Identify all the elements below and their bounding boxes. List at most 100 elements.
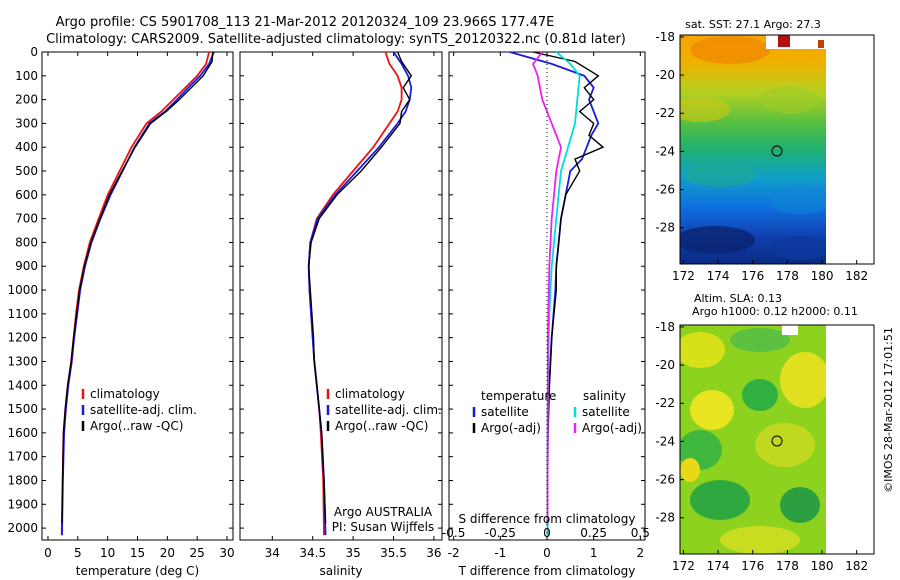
title-line-2: Climatology: CARS2009. Satellite-adjuste… (46, 32, 626, 47)
temperature-series-argo (61, 51, 214, 524)
salinity-xlabel: salinity (319, 564, 362, 578)
temperature-ytick-label: 400 (15, 140, 38, 154)
temperature-xlabel: temperature (deg C) (76, 564, 199, 578)
sst-map-xtick-label: 176 (741, 269, 764, 283)
sla-map-xtick-label: 182 (845, 559, 868, 573)
sla-map-ytick-label: -18 (655, 320, 675, 334)
sst-map-field (680, 35, 826, 264)
difference-series-sal_argo (531, 51, 562, 524)
temperature-ytick-label: 300 (15, 116, 38, 130)
diff-stick-label: 0.25 (580, 526, 607, 540)
temperature-xtick-label: 25 (190, 546, 205, 560)
sal-legend-label: Argo(..raw -QC) (335, 419, 428, 433)
temperature-ytick-label: 1800 (7, 473, 38, 487)
diff-legend-header-temp: temperature (481, 389, 556, 403)
salinity-series-satellite (307, 51, 413, 536)
sst-map-xtick-label: 172 (672, 269, 695, 283)
temperature-ytick-label: 700 (15, 212, 38, 226)
temperature-ytick-label: 1600 (7, 426, 38, 440)
temperature-xtick-label: 5 (74, 546, 82, 560)
difference-series-argo (532, 51, 605, 524)
diff-stick-label: 0 (543, 526, 551, 540)
difference-xtick-label: -1 (494, 546, 506, 560)
temperature-ytick-label: 1500 (7, 402, 38, 416)
temperature-ytick-label: 100 (15, 69, 38, 83)
diff-legend-label: Argo(-adj) (582, 421, 642, 435)
sla-map-title-2: Argo h1000: 0.12 h2000: 0.11 (692, 305, 858, 318)
temperature-ytick-label: 1700 (7, 450, 38, 464)
sla-map-panel: Altim. SLA: 0.13 Argo h1000: 0.12 h2000:… (655, 292, 875, 573)
side-stamp: ©IMOS 28-Mar-2012 17:01:51 (882, 327, 895, 493)
temperature-xtick-label: 10 (100, 546, 115, 560)
sst-map-title: sat. SST: 27.1 Argo: 27.3 (685, 18, 821, 31)
sal-annotation-2: PI: Susan Wijffels (332, 520, 434, 534)
temperature-panel: 0 5 10 15 20 25 30 temperature (deg C) 0 100 200 30… (7, 45, 234, 578)
temperature-ytick-label: 600 (15, 188, 38, 202)
sla-map-axes: 172 174 176 178 180 182 -18 -20 -22 -24 -26 -28 (655, 320, 868, 573)
sla-map-xtick-label: 178 (776, 559, 799, 573)
sst-map-ytick-label: -20 (655, 68, 675, 82)
temperature-ytick-label: 800 (15, 235, 38, 249)
diff-legend-label: satellite (481, 405, 529, 419)
temperature-ytick-label: 200 (15, 93, 38, 107)
sla-map-xtick-label: 174 (707, 559, 730, 573)
sst-map-frame (679, 34, 875, 265)
diff-legend-label: Argo(-adj) (481, 421, 541, 435)
sst-map-ytick-label: -28 (655, 221, 675, 235)
sal-annotation-1: Argo AUSTRALIA (334, 505, 433, 519)
salinity-plot-frame (239, 51, 443, 541)
sst-map-xtick-label: 178 (776, 269, 799, 283)
sla-map-ytick-label: -28 (655, 511, 675, 525)
sal-legend-label: satellite-adj. clim. (335, 403, 442, 417)
temp-legend-label: satellite-adj. clim. (90, 403, 197, 417)
temperature-ytick-label: 1200 (7, 331, 38, 345)
sla-argo-marker (771, 435, 783, 447)
sst-map-xtick-label: 182 (845, 269, 868, 283)
sla-map-xtick-label: 172 (672, 559, 695, 573)
sst-argo-marker (771, 145, 783, 157)
temperature-plot-frame (41, 51, 234, 541)
title-line-1: Argo profile: CS 5901708_113 21-Mar-2012… (56, 15, 555, 30)
sla-map-ytick-label: -26 (655, 473, 675, 487)
diff-legend-label: satellite (582, 405, 630, 419)
difference-xtick-label: 0 (543, 546, 551, 560)
temp-legend-label: Argo(..raw -QC) (90, 419, 183, 433)
diff-xlabel-top: S difference from climatology (459, 512, 636, 526)
temperature-ytick-label: 1900 (7, 497, 38, 511)
temperature-ytick-label: 1400 (7, 378, 38, 392)
salinity-panel: 34 34.5 35 35.5 36 salinity climatology satelli… (239, 51, 443, 578)
diff-legend-header-sal: salinity (583, 389, 626, 403)
salinity-xtick-label: 36 (426, 546, 441, 560)
temperature-ytick-label: 1100 (7, 307, 38, 321)
temperature-ytick-label: 1300 (7, 354, 38, 368)
temperature-ytick-label: 500 (15, 164, 38, 178)
sst-map-ytick-label: -26 (655, 183, 675, 197)
temperature-ytick-label: 2000 (7, 521, 38, 535)
sla-map-title-1: Altim. SLA: 0.13 (694, 292, 782, 305)
diff-stick-label: -0.5 (442, 526, 465, 540)
sla-map-ytick-label: -20 (655, 358, 675, 372)
sal-legend-label: climatology (335, 387, 405, 401)
sst-map-xtick-label: 174 (707, 269, 730, 283)
difference-xtick-label: -2 (448, 546, 460, 560)
difference-xtick-label: 1 (590, 546, 598, 560)
sla-map-field (680, 325, 826, 554)
sla-map-xtick-label: 176 (741, 559, 764, 573)
difference-series-satellite (509, 51, 600, 536)
temperature-series-climatology (60, 51, 210, 536)
sst-map-ytick-label: -18 (655, 30, 675, 44)
temperature-ytick-label: 0 (30, 45, 38, 59)
temperature-ytick-label: 900 (15, 259, 38, 273)
sla-map-xtick-label: 180 (811, 559, 834, 573)
salinity-xtick-label: 34.5 (299, 546, 326, 560)
difference-xlabel: T difference from climatology (458, 564, 636, 578)
sst-map-axes: 172 174 176 178 180 182 -18 -20 -22 -24 -26 -28 (655, 30, 868, 283)
salinity-xtick-label: 34 (265, 546, 280, 560)
temperature-xtick-label: 15 (130, 546, 145, 560)
temperature-ytick-label: 1000 (7, 283, 38, 297)
sst-map-xtick-label: 180 (811, 269, 834, 283)
sst-map-panel: sat. SST: 27.1 Argo: 27.3 172 174 176 178 18… (655, 18, 875, 283)
salinity-xtick-label: 35.5 (380, 546, 407, 560)
diff-stick-label: 0.5 (631, 526, 650, 540)
